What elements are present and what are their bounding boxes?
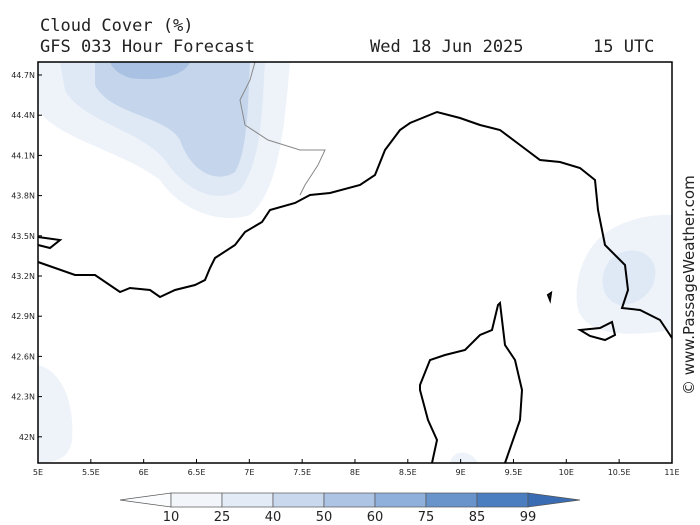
colorbar bbox=[119, 492, 581, 508]
lat-label: 44.7N bbox=[11, 71, 35, 80]
colorbar-label: 85 bbox=[469, 510, 486, 525]
lat-label: 43.2N bbox=[11, 272, 35, 281]
colorbar-label: 99 bbox=[520, 510, 537, 525]
lat-label: 43.8N bbox=[11, 192, 35, 201]
lon-label: 9E bbox=[456, 468, 466, 477]
lon-label: 6E bbox=[139, 468, 149, 477]
lon-label: 5E bbox=[33, 468, 43, 477]
lat-label: 42.6N bbox=[11, 352, 35, 361]
lon-label: 10.5E bbox=[608, 468, 631, 477]
lat-label: 44.1N bbox=[11, 151, 35, 160]
colorbar-label: 60 bbox=[367, 510, 384, 525]
lon-label: 7.5E bbox=[293, 468, 311, 477]
lon-label: 9.5E bbox=[505, 468, 523, 477]
lon-label: 7E bbox=[244, 468, 254, 477]
colorbar-label: 25 bbox=[214, 510, 231, 525]
cloud-contours bbox=[38, 62, 672, 463]
lat-label: 42N bbox=[19, 433, 35, 442]
lat-label: 42.9N bbox=[11, 312, 35, 321]
lat-label: 43.5N bbox=[11, 232, 35, 241]
lon-label: 11E bbox=[664, 468, 679, 477]
forecast: GFS 033 Hour Forecast bbox=[40, 37, 255, 57]
lon-label: 10E bbox=[559, 468, 574, 477]
colorbar-label: 50 bbox=[316, 510, 333, 525]
date: Wed 18 Jun 2025 bbox=[370, 37, 524, 57]
time: 15 UTC bbox=[593, 37, 654, 57]
watermark: © www.PassageWeather.com bbox=[680, 175, 698, 395]
colorbar-label: 10 bbox=[163, 510, 180, 525]
title: Cloud Cover (%) bbox=[40, 16, 194, 36]
lon-label: 5.5E bbox=[82, 468, 100, 477]
lon-label: 6.5E bbox=[188, 468, 206, 477]
coastline bbox=[37, 61, 673, 464]
colorbar-label: 40 bbox=[265, 510, 282, 525]
lat-label: 44.4N bbox=[11, 111, 35, 120]
colorbar-label: 75 bbox=[418, 510, 435, 525]
lon-label: 8.5E bbox=[399, 468, 417, 477]
lat-label: 42.3N bbox=[11, 393, 35, 402]
lon-label: 8E bbox=[350, 468, 360, 477]
